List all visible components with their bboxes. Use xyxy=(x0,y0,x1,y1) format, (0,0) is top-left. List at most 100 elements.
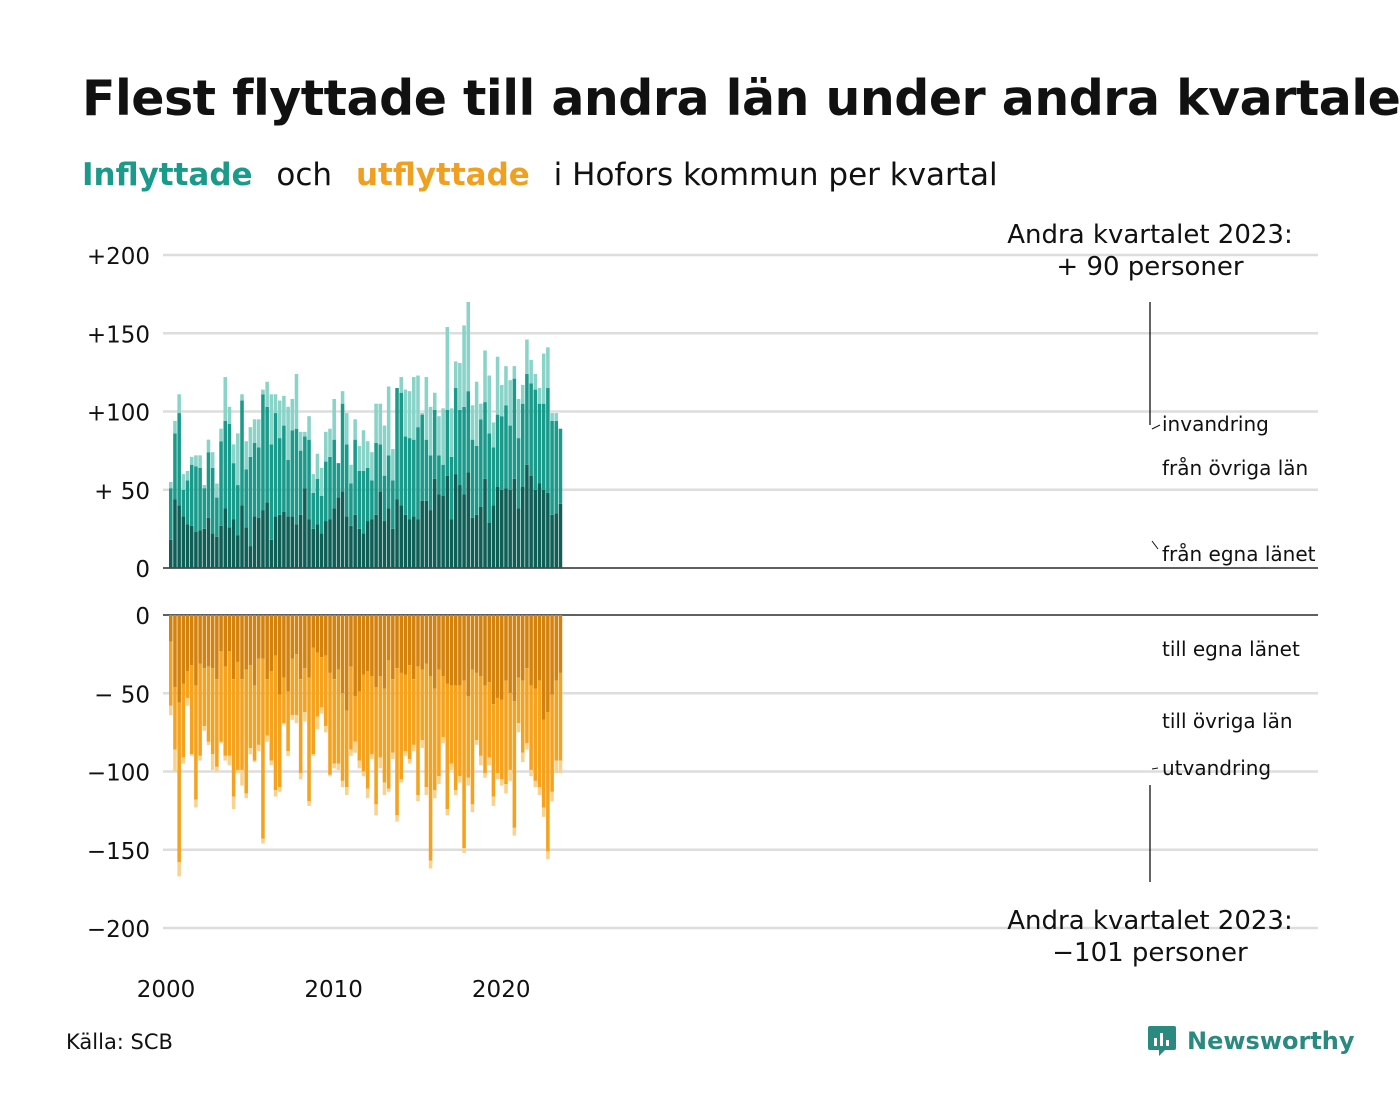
bar-to-own-county xyxy=(554,615,559,681)
bar-emigration xyxy=(261,838,265,844)
bar-from-own-county xyxy=(206,517,211,568)
bar-from-other-counties xyxy=(194,466,198,533)
bar-to-other-counties xyxy=(357,691,362,761)
top-y-tick-label: +150 xyxy=(87,322,150,348)
bar-immigration xyxy=(365,441,370,468)
bar-from-own-county xyxy=(277,514,282,568)
bar-from-other-counties xyxy=(432,409,437,479)
bar-from-own-county xyxy=(453,474,458,568)
bar-to-other-counties xyxy=(554,680,559,761)
bar-immigration xyxy=(202,485,207,489)
bar-from-own-county xyxy=(470,517,475,568)
bar-immigration xyxy=(508,380,512,426)
bar-immigration xyxy=(324,431,328,462)
bar-to-other-counties xyxy=(424,663,429,788)
bar-emigration xyxy=(361,771,366,777)
bar-to-own-county xyxy=(495,615,500,698)
bar-from-other-counties xyxy=(303,436,307,489)
subtitle-inflyttade: Inflyttade xyxy=(82,157,253,193)
bar-from-own-county xyxy=(202,528,207,568)
bar-from-other-counties xyxy=(365,467,370,522)
bar-from-other-counties xyxy=(336,463,341,498)
bar-to-own-county xyxy=(386,615,391,661)
bar-immigration xyxy=(416,375,420,428)
bar-immigration xyxy=(453,361,458,389)
bar-from-other-counties xyxy=(319,496,324,534)
bar-to-other-counties xyxy=(504,680,508,785)
bar-from-other-counties xyxy=(453,388,458,475)
bar-emigration xyxy=(432,790,437,799)
bar-to-other-counties xyxy=(395,668,399,816)
bar-emigration xyxy=(219,741,223,744)
x-tick-label: 2010 xyxy=(304,977,363,1003)
bar-to-other-counties xyxy=(328,672,332,775)
bar-to-own-county xyxy=(315,615,320,653)
bar-to-other-counties xyxy=(273,655,278,791)
bar-immigration xyxy=(500,384,504,417)
bar-immigration xyxy=(520,384,525,404)
bar-to-own-county xyxy=(403,615,408,675)
top-annotation-line2: + 90 personer xyxy=(1056,252,1244,282)
bar-emigration xyxy=(504,784,508,794)
bar-immigration xyxy=(550,413,554,421)
bar-from-other-counties xyxy=(525,373,529,465)
bar-immigration xyxy=(407,391,412,439)
bar-immigration xyxy=(516,398,521,439)
bar-emigration xyxy=(357,760,362,769)
bar-immigration xyxy=(177,394,181,414)
bar-to-own-county xyxy=(223,615,228,667)
bar-emigration xyxy=(537,787,542,795)
bar-to-own-county xyxy=(449,615,454,686)
bottom-y-tick-label: −100 xyxy=(87,761,150,787)
bar-immigration xyxy=(386,386,391,456)
bar-immigration xyxy=(265,381,269,407)
bar-emigration xyxy=(210,754,215,770)
bar-from-own-county xyxy=(449,519,454,568)
bar-from-own-county xyxy=(437,494,441,568)
bar-emigration xyxy=(416,794,420,802)
bar-immigration xyxy=(206,439,211,453)
bar-from-other-counties xyxy=(185,480,190,525)
bar-immigration xyxy=(282,395,286,426)
x-tick-label: 2020 xyxy=(472,977,531,1003)
bar-from-own-county xyxy=(361,533,366,568)
bar-immigration xyxy=(533,373,538,390)
newsworthy-logo-icon xyxy=(1148,1026,1176,1056)
bar-from-other-counties xyxy=(215,497,219,537)
bar-from-own-county xyxy=(441,496,445,568)
bar-to-other-counties xyxy=(466,696,471,778)
bar-to-own-county xyxy=(466,615,471,697)
bar-from-other-counties xyxy=(349,483,353,526)
bar-to-other-counties xyxy=(336,669,341,764)
bar-from-other-counties xyxy=(441,464,445,497)
bar-from-other-counties xyxy=(273,413,278,517)
bar-to-own-county xyxy=(265,615,269,680)
bar-emigration xyxy=(240,769,244,786)
bar-from-other-counties xyxy=(173,433,177,500)
bar-from-other-counties xyxy=(386,455,391,509)
bar-to-own-county xyxy=(194,615,198,686)
bar-to-own-county xyxy=(407,615,412,666)
bar-emigration xyxy=(441,737,445,744)
bar-to-own-county xyxy=(512,615,517,702)
bar-to-own-county xyxy=(445,615,450,684)
bar-emigration xyxy=(244,793,248,799)
bar-to-other-counties xyxy=(215,679,219,767)
bar-to-own-county xyxy=(248,615,253,666)
bar-to-other-counties xyxy=(282,677,286,723)
bar-emigration xyxy=(290,715,295,720)
logo-text: Newsworthy xyxy=(1187,1027,1355,1055)
bar-from-own-county xyxy=(370,519,374,568)
annotations: Andra kvartalet 2023:+ 90 personerAndra … xyxy=(1007,220,1315,968)
bar-to-other-counties xyxy=(437,669,441,777)
bar-emigration xyxy=(374,804,378,816)
bar-emigration xyxy=(202,726,207,731)
bar-emigration xyxy=(554,760,559,774)
bar-emigration xyxy=(550,791,554,802)
bar-emigration xyxy=(177,862,181,877)
bar-to-own-county xyxy=(382,615,387,689)
bar-from-own-county xyxy=(554,513,559,568)
bar-immigration xyxy=(403,389,408,437)
bar-to-other-counties xyxy=(449,685,454,764)
bar-from-other-counties xyxy=(340,403,345,492)
